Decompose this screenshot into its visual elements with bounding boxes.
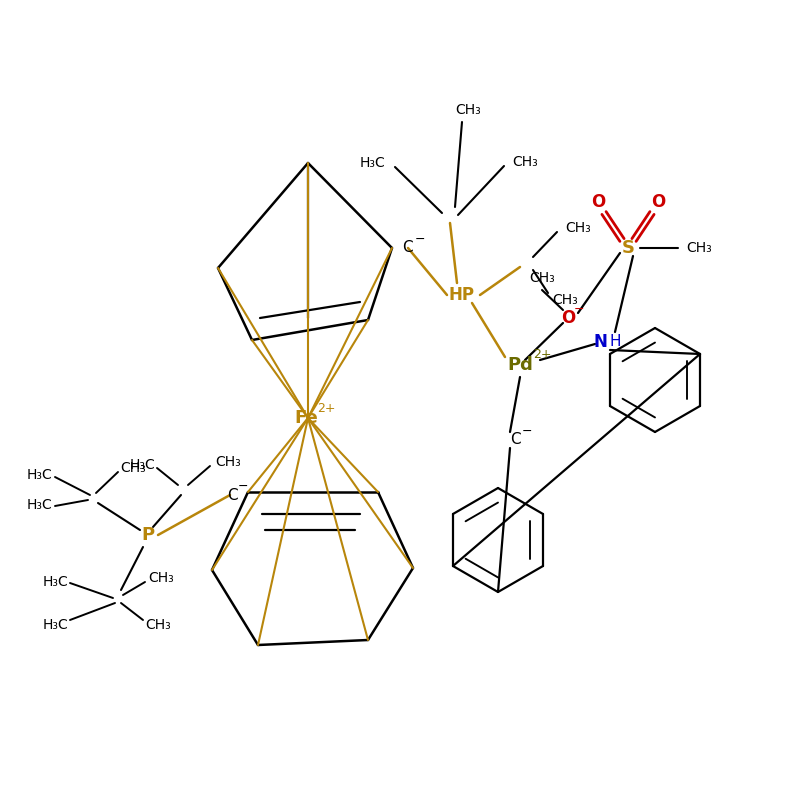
Text: 2+: 2+ [317,402,335,414]
Text: O: O [561,309,575,327]
Text: −: − [415,233,426,246]
Text: Fe: Fe [294,409,318,427]
Text: CH₃: CH₃ [215,455,241,469]
Text: −: − [574,302,584,315]
Text: 2+: 2+ [533,347,551,361]
Text: H₃C: H₃C [26,468,52,482]
Text: CH₃: CH₃ [529,271,555,285]
Text: H₃C: H₃C [26,498,52,512]
Text: H₃C: H₃C [42,575,68,589]
Text: −: − [522,425,533,438]
Text: H: H [610,334,621,350]
Text: CH₃: CH₃ [120,461,146,475]
Text: P: P [142,526,154,544]
Text: O: O [651,193,665,211]
Text: HP: HP [449,286,475,304]
Text: H₃C: H₃C [130,458,155,472]
Text: O: O [591,193,605,211]
Text: S: S [622,239,634,257]
Text: H₃C: H₃C [359,156,385,170]
Text: C: C [402,241,413,255]
Text: CH₃: CH₃ [565,221,590,235]
Text: CH₃: CH₃ [552,293,578,307]
Text: CH₃: CH₃ [455,103,481,117]
Text: Pd: Pd [507,356,533,374]
Text: N: N [593,333,607,351]
Text: CH₃: CH₃ [512,155,538,169]
Text: C: C [510,433,521,447]
Text: C: C [227,487,238,502]
Text: CH₃: CH₃ [686,241,712,255]
Text: H₃C: H₃C [42,618,68,632]
Text: CH₃: CH₃ [148,571,174,585]
Text: −: − [238,479,248,493]
Text: CH₃: CH₃ [145,618,170,632]
